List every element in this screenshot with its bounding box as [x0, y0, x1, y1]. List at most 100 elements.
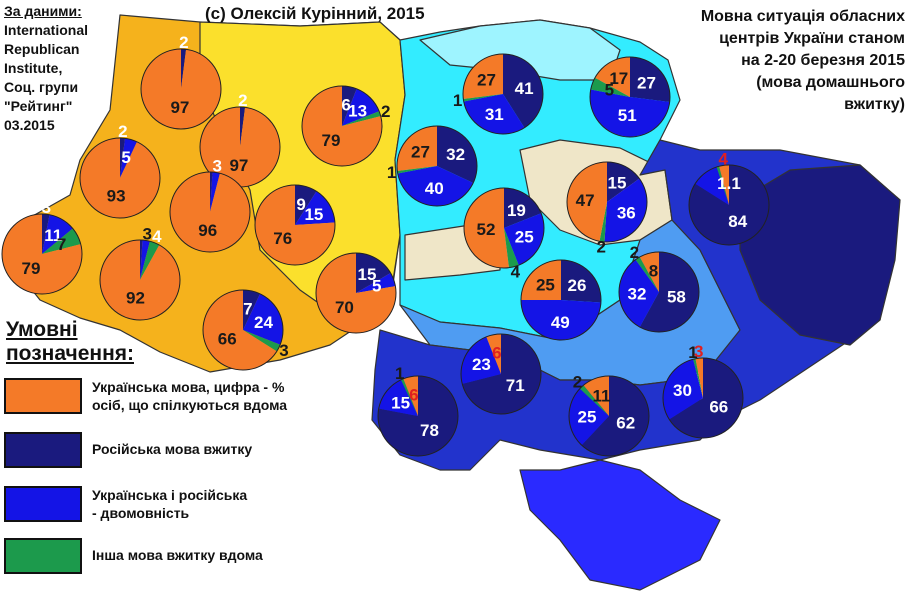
pie-slice-other: [463, 94, 503, 102]
pie-outline: [566, 161, 648, 243]
region-crimea: [519, 459, 721, 591]
pie-label: 15: [608, 173, 627, 192]
pie-label: 6: [492, 343, 501, 362]
pie-slice-other: [243, 330, 281, 352]
pie-slice-russian: [342, 86, 357, 126]
pie-chart: 613 2 79: [301, 85, 390, 167]
pie-label: 15: [391, 394, 410, 413]
pie-label: 2: [596, 238, 605, 257]
pie-label: 13: [348, 101, 367, 120]
pie-slice-ukrainian: [100, 240, 181, 320]
pie-slice-ukrainian: [403, 376, 418, 416]
pie-label: 23: [472, 355, 491, 374]
pie-slice-ukrainian: [1, 213, 82, 294]
pie-label: 71: [506, 376, 525, 395]
legend-swatch-ukrainian: [4, 378, 82, 414]
pie-slice-bilingual: [295, 191, 335, 225]
pie-outline: [301, 85, 383, 167]
pie-label: 17: [609, 69, 628, 88]
pie-label: 25: [536, 275, 555, 294]
pie-chart: 155 70: [315, 252, 397, 334]
pie-outline: [618, 251, 700, 333]
pie-label: 92: [126, 288, 145, 307]
pie-label: 6: [341, 95, 350, 114]
pie-label: 5: [372, 277, 381, 296]
pie-outline: [1, 213, 83, 295]
pie-slice-ukrainian: [396, 125, 437, 171]
pie-slice-ukrainian: [695, 357, 703, 398]
pie-label: 25: [578, 408, 597, 427]
pie-slice-ukrainian: [639, 251, 659, 292]
pie-outline: [169, 171, 251, 253]
pie-label: 62: [616, 414, 635, 433]
pie-label: 32: [628, 284, 647, 303]
pie-outline: [377, 375, 459, 457]
pie-slice-ukrainian: [79, 137, 160, 218]
pie-slice-russian: [639, 252, 699, 332]
pie-slice-bilingual: [663, 359, 703, 420]
pie-label: 3: [279, 341, 288, 360]
legend-title-line: Умовні: [6, 318, 78, 341]
pie-chart: 2 5 93: [79, 122, 161, 219]
map-title: Мовна ситуація обласних центрів України …: [600, 6, 905, 116]
pie-slice-russian: [210, 172, 213, 212]
pie-chart: 52 19 25 4: [463, 187, 545, 282]
pie-label: 78: [420, 421, 439, 440]
pie-label: 58: [667, 288, 686, 307]
pie-slice-bilingual: [243, 293, 283, 345]
pie-label: 1: [387, 163, 396, 182]
pie-slice-ukrainian: [521, 260, 561, 300]
title-line: вжитку): [844, 96, 905, 113]
pie-outline: [254, 184, 336, 266]
pie-label: 11: [44, 226, 62, 245]
legend-label-ukrainian: Українська мова, цифра - % осіб, що спіл…: [92, 378, 382, 414]
pie-slice-other: [599, 202, 607, 242]
pie-outline: [460, 333, 542, 415]
pie-slice-other: [590, 77, 630, 97]
pie-label: 97: [170, 98, 189, 117]
pie-slice-russian: [181, 48, 187, 89]
pie-label: 4: [511, 263, 521, 282]
title-line: центрів України станом: [719, 30, 905, 47]
pie-slice-bilingual: [210, 172, 220, 212]
pie-slice-russian: [581, 376, 649, 456]
pie-slice-ukrainian: [464, 188, 509, 268]
source-line: Соц. групи: [4, 79, 79, 95]
pie-chart: 1 15 678: [377, 364, 459, 457]
pie-slice-russian: [630, 57, 671, 102]
pie-label: 27: [411, 143, 430, 162]
pie-slice-other: [504, 228, 519, 268]
pie-outline: [315, 252, 397, 334]
source-note: За даними: International Republican Inst…: [4, 2, 129, 135]
pie-slice-bilingual: [618, 259, 659, 328]
pie-label: 66: [709, 398, 728, 417]
title-line: на 2-20 березня 2015: [741, 52, 905, 69]
pie-slice-bilingual: [342, 88, 380, 126]
pie-outline: [520, 259, 602, 341]
source-line: "Рейтинг": [4, 98, 73, 114]
pie-label: 2: [630, 243, 639, 262]
pie-slice-russian: [240, 106, 246, 147]
legend-swatch-bilingual: [4, 486, 82, 522]
pie-slice-bilingual: [461, 336, 501, 384]
title-line: Мовна ситуація обласних: [700, 8, 905, 25]
pie-label: 2: [238, 91, 247, 110]
pie-label: 93: [107, 187, 126, 206]
pie-label: 6: [409, 385, 418, 404]
pie-slice-ukrainian: [315, 253, 396, 334]
legend-label-line: Українська і російська: [92, 487, 248, 503]
pie-slice-bilingual: [504, 213, 544, 266]
pie-slice-russian: [295, 185, 317, 225]
legend-label-bilingual: Українська і російська - двомовність: [92, 486, 382, 522]
pie-slice-russian: [688, 165, 769, 245]
pie-label: 47: [576, 191, 595, 210]
pie-label: 4: [152, 227, 162, 246]
pie-label: 36: [617, 204, 636, 223]
pie-outline: [462, 53, 544, 135]
pie-slice-bilingual: [397, 166, 474, 207]
pie-label: 79: [22, 259, 41, 278]
